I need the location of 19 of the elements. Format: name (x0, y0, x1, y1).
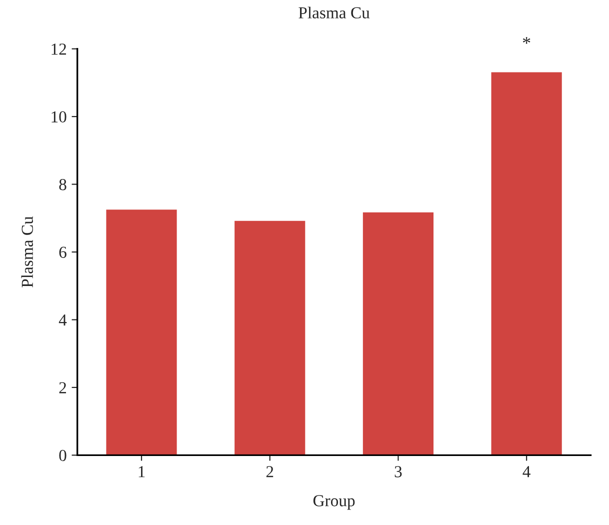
y-tick-label: 10 (52, 111, 66, 122)
y-tick-label: 8 (59, 178, 66, 190)
x-axis-title: Group (313, 495, 355, 510)
y-axis-title: Plasma Cu (21, 216, 33, 288)
x-tick-label: 1 (138, 466, 145, 478)
annotation: * (522, 37, 530, 44)
bar (491, 72, 562, 456)
y-tick-label: 2 (59, 382, 66, 394)
y-tick-label: 0 (59, 450, 66, 462)
bar (362, 212, 434, 456)
y-tick-label: 4 (58, 314, 67, 326)
bar (234, 220, 306, 456)
y-tick-label: 6 (59, 246, 66, 258)
bar (106, 210, 177, 456)
y-tick-label: 12 (52, 44, 66, 55)
chart-title: Plasma Cu (298, 6, 370, 18)
x-tick-label: 2 (266, 466, 274, 478)
x-tick-label: 4 (522, 466, 530, 478)
x-tick-label: 3 (394, 466, 402, 478)
